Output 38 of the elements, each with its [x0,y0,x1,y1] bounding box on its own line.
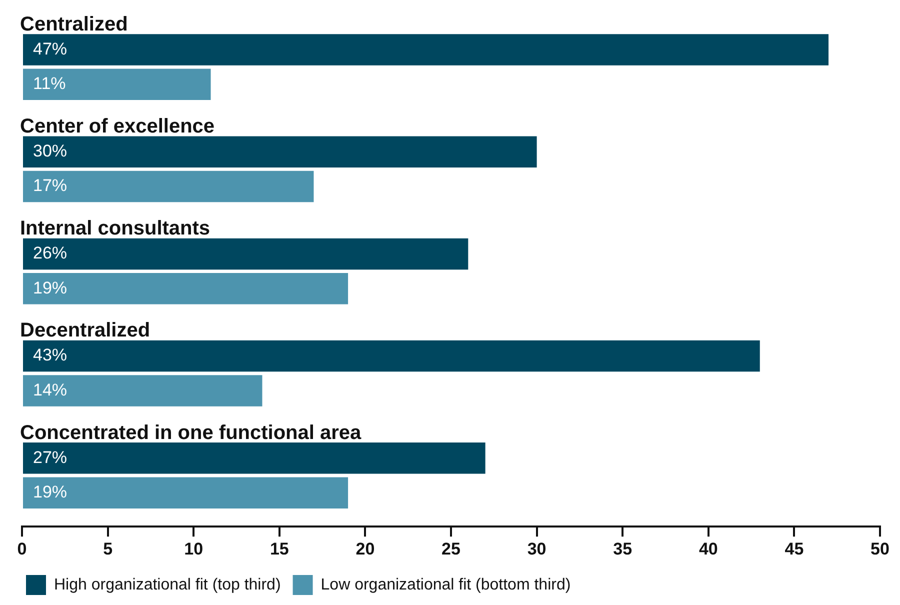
data-label: 17% [33,176,68,196]
data-label: 19% [33,278,68,298]
x-tick-label: 10 [184,539,204,558]
bar [23,238,468,270]
data-label: 47% [33,39,68,58]
bar [23,68,211,100]
legend-label: High organizational fit (top third) [54,576,281,594]
data-label: 27% [33,448,68,467]
y-tick-label: Center of excellence [20,115,215,138]
x-tick-label: 20 [356,539,375,558]
bar [23,136,537,168]
bar [23,442,486,474]
bar [23,340,760,372]
y-tick-label: Decentralized [20,320,150,342]
data-label: 11% [33,74,66,94]
y-tick-label: Concentrated in one functional area [20,422,362,444]
x-tick-label: 30 [527,539,546,558]
y-tick-label: Internal consultants [20,218,210,240]
bar [23,375,262,406]
x-tick-label: 45 [784,539,804,558]
data-label: 30% [33,142,68,161]
bar [23,170,314,202]
bar [23,273,348,304]
x-tick-label: 15 [270,539,289,558]
y-tick-label: Centralized [20,13,128,36]
data-label: 19% [33,482,68,502]
x-tick-label: 50 [870,539,890,558]
data-label: 14% [33,380,68,400]
x-tick-label: 25 [442,539,460,558]
data-label: 43% [33,346,68,365]
legend-label: Low organizational fit (bottom third) [320,576,571,594]
data-label: 26% [33,244,68,263]
x-tick-label: 5 [103,539,113,558]
bar [23,34,829,66]
bar [23,477,348,509]
x-tick-label: 40 [698,539,718,558]
x-tick-label: 0 [17,539,27,558]
x-tick-label: 35 [613,539,632,558]
